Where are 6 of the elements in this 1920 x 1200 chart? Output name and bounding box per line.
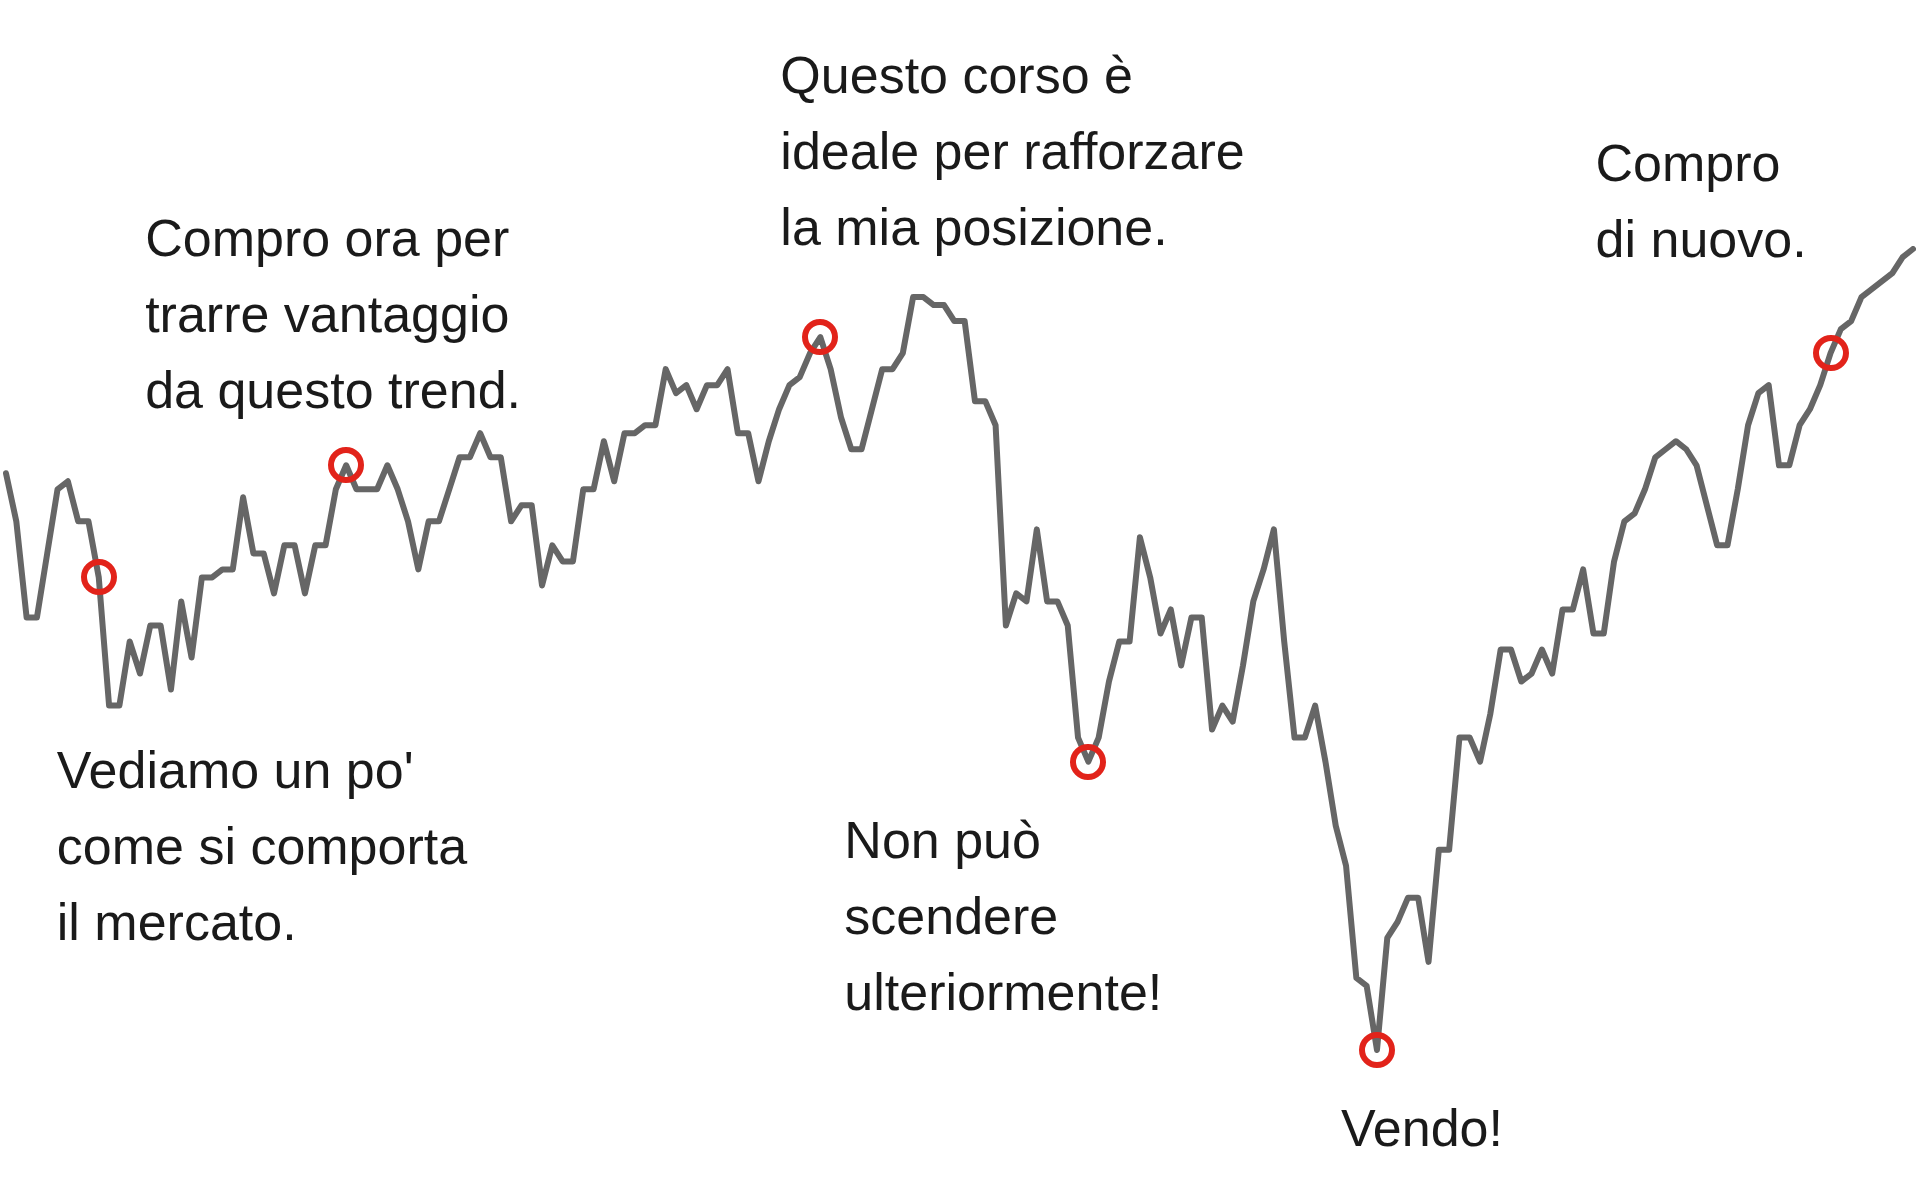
annotation: Compro di nuovo. xyxy=(1595,134,1807,269)
annotation: Questo corso è ideale per rafforzare la mia posizione. xyxy=(780,46,1245,257)
text: Vendo! xyxy=(1340,1099,1503,1157)
annotation: Non può scendere ulteriormente! xyxy=(844,810,1163,1021)
annotation: Vediamo un po' come si comporta il mercato. xyxy=(56,741,468,952)
annotation: Compro ora per trarre vantaggio da questo trend. xyxy=(145,209,522,420)
